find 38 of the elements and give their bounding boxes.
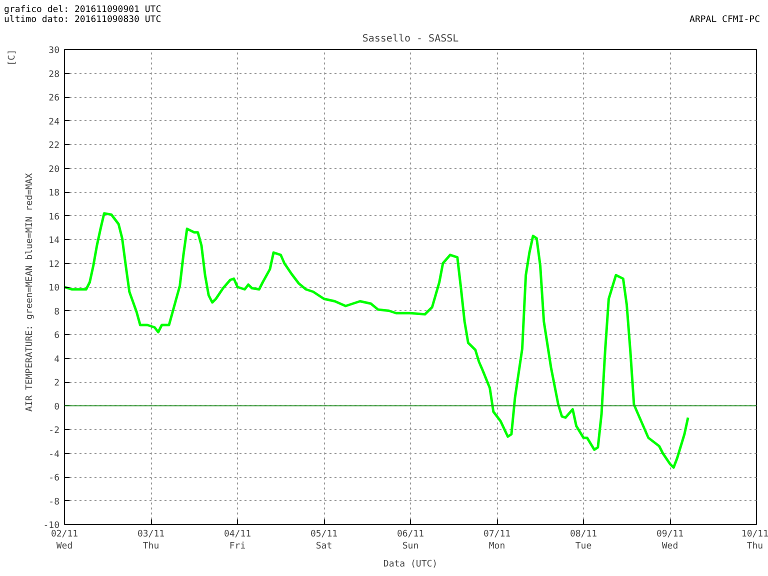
x-tick-label: 09/11 Wed [656,530,684,552]
x-tick-label: 02/11 Wed [50,530,78,552]
text: ultimo dato: 201611090830 UTC [4,15,162,25]
y-tick-label: 20 [48,164,60,175]
y-tick-label: 30 [48,46,60,56]
text: grafico del: 201611090901 UTC [4,5,162,15]
chart-title: Sassello - SASSL [362,34,459,44]
y-tick-label: -4 [48,450,60,460]
x-tick-label: 10/11 Thu [741,530,768,552]
line-series [64,212,690,469]
y-tick-label: 6 [54,331,60,341]
x-tick-label: 06/11 Sun [396,530,424,552]
text: [C] [8,49,18,66]
y-tick-label: 10 [48,284,60,294]
y-tick-label: 16 [48,212,60,222]
x-tick-label: 04/11 Fri [224,530,252,552]
y-axis-title: AIR TEMPERATURE: green=MEAN blue=MIN red=MAX [25,172,36,412]
x-axis-title: Data (UTC) [383,560,438,570]
y-tick-label: 24 [48,117,60,128]
x-tick-label: 03/11 Thu [137,530,165,552]
y-tick-label: 18 [48,188,60,198]
x-tick-label: 08/11 Tue [570,530,598,552]
y-tick-label: 0 [54,402,60,412]
y-tick-label: 4 [54,354,60,365]
text: ARPAL CFMI-PC [690,14,760,25]
y-tick-label: -6 [48,474,60,484]
y-tick-label: 28 [48,70,60,80]
y-tick-label: -10 [43,521,60,531]
y-tick-label: 12 [48,260,60,270]
y-tick-label: 2 [54,378,60,388]
y-tick-label: 8 [54,307,60,318]
x-tick-label: 07/11 Mon [483,530,511,552]
x-tick-label: 05/11 Sat [310,530,338,552]
y-tick-label: 14 [48,236,60,246]
y-tick-label: 26 [48,94,60,104]
y-tick-label: -8 [48,497,60,508]
y-tick-label: 22 [48,141,60,151]
y-tick-label: -2 [48,426,60,436]
